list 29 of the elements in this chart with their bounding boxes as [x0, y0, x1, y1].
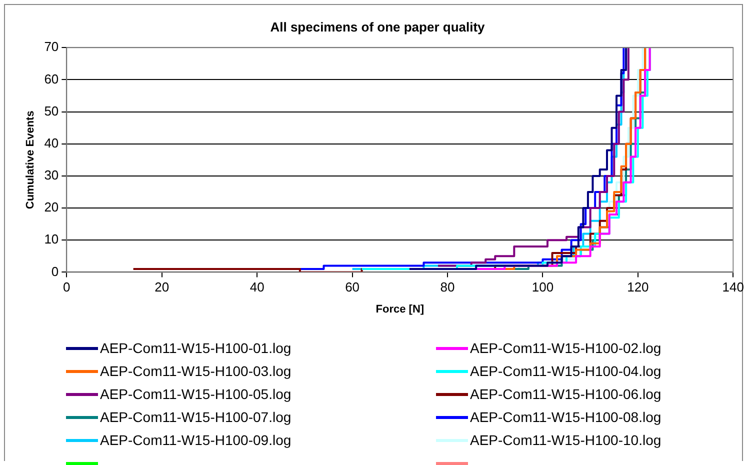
legend-label: AEP-Com11-W15-H100-02.log	[470, 340, 662, 356]
legend-label: AEP-Com11-W15-H100-07.log	[100, 409, 292, 425]
legend-label: AEP-Com11-W15-H100-01.log	[100, 340, 292, 356]
x-tick-label: 120	[627, 280, 649, 295]
legend-label: AEP-Com11-W15-H100-05.log	[100, 386, 292, 402]
legend-label: AEP-Com11-W15-H100-08.log	[470, 409, 662, 425]
legend-label: AEP-Com11-W15-H100-09.log	[100, 432, 292, 448]
legend-label: AEP-Com11-W15-H100-06.log	[470, 386, 662, 402]
legend-label: AEP-Com11-W15-H100-03.log	[100, 363, 292, 379]
x-axis-title: Force [N]	[376, 303, 424, 316]
x-tick-label: 80	[440, 280, 455, 295]
x-tick-label: 40	[250, 280, 264, 295]
chart-title: All specimens of one paper quality	[270, 19, 486, 34]
x-tick-label: 0	[63, 280, 70, 295]
x-tick-label: 100	[532, 280, 554, 295]
y-tick-label: 70	[44, 39, 59, 54]
y-tick-label: 30	[44, 168, 59, 183]
x-tick-label: 20	[154, 280, 170, 295]
y-tick-label: 20	[44, 200, 59, 215]
y-tick-label: 0	[51, 264, 59, 279]
legend-label: AEP-Com11-W15-H100-10.log	[470, 432, 662, 448]
y-tick-label: 60	[44, 71, 59, 86]
legend-label: AEP-Com11-W15-H100-04.log	[470, 363, 662, 379]
x-tick-label: 60	[345, 280, 360, 295]
x-tick-label: 140	[722, 280, 744, 295]
y-axis-title: Cumulative Events	[24, 110, 37, 210]
y-tick-label: 50	[44, 103, 59, 118]
y-tick-label: 10	[44, 232, 59, 247]
y-tick-label: 40	[44, 135, 59, 150]
